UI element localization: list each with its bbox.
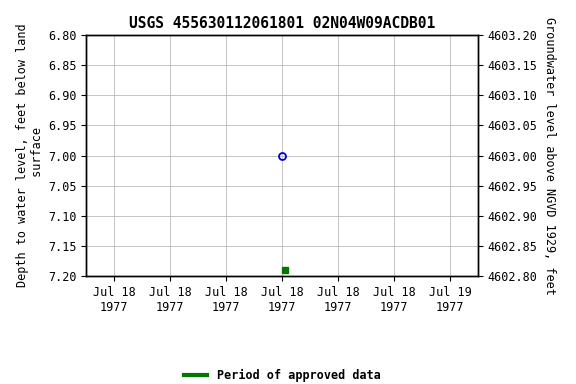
Y-axis label: Depth to water level, feet below land
 surface: Depth to water level, feet below land su…: [16, 24, 44, 287]
Legend: Period of approved data: Period of approved data: [179, 364, 385, 384]
Y-axis label: Groundwater level above NGVD 1929, feet: Groundwater level above NGVD 1929, feet: [543, 17, 556, 295]
Title: USGS 455630112061801 02N04W09ACDB01: USGS 455630112061801 02N04W09ACDB01: [129, 16, 435, 31]
